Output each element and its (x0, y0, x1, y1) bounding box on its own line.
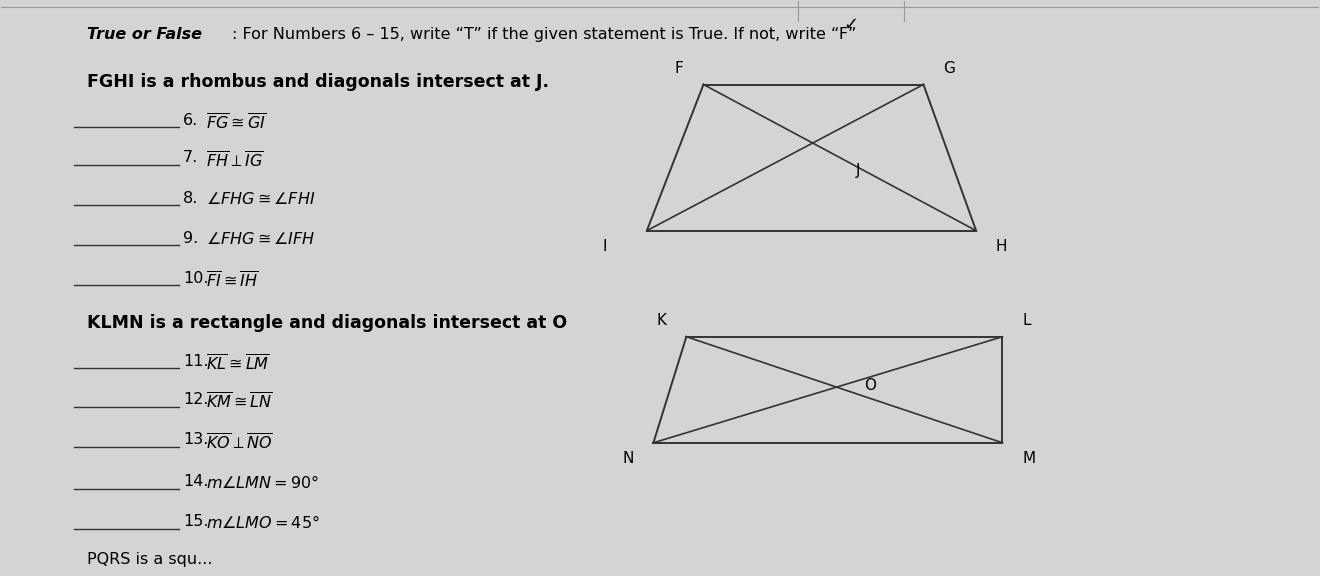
Text: K: K (656, 313, 667, 328)
Text: $\overline{FG} \cong \overline{GI}$: $\overline{FG} \cong \overline{GI}$ (206, 113, 265, 133)
Text: M: M (1022, 452, 1035, 467)
Text: $\overline{KM} \cong \overline{LN}$: $\overline{KM} \cong \overline{LN}$ (206, 392, 272, 412)
Text: H: H (995, 239, 1007, 254)
Text: KLMN is a rectangle and diagonals intersect at O: KLMN is a rectangle and diagonals inters… (87, 314, 568, 332)
Text: 8.: 8. (183, 191, 198, 206)
Text: N: N (622, 452, 634, 467)
Text: True or False: True or False (87, 27, 202, 42)
Text: 6.: 6. (183, 113, 198, 128)
Text: ✓: ✓ (843, 16, 858, 34)
Text: : For Numbers 6 – 15, write “T” if the given statement is True. If not, write “F: : For Numbers 6 – 15, write “T” if the g… (232, 27, 857, 42)
Text: 15.: 15. (183, 514, 209, 529)
Text: I: I (603, 239, 607, 254)
Text: 7.: 7. (183, 150, 198, 165)
Text: J: J (855, 164, 861, 179)
Text: $\overline{FI} \cong \overline{IH}$: $\overline{FI} \cong \overline{IH}$ (206, 271, 257, 291)
Text: FGHI is a rhombus and diagonals intersect at J.: FGHI is a rhombus and diagonals intersec… (87, 73, 549, 91)
Text: F: F (675, 61, 684, 76)
Text: $\angle FHG \cong \angle IFH$: $\angle FHG \cong \angle IFH$ (206, 230, 315, 247)
Text: G: G (944, 61, 956, 76)
Text: $\angle FHG \cong \angle FHI$: $\angle FHG \cong \angle FHI$ (206, 191, 315, 207)
Text: 14.: 14. (183, 474, 209, 489)
Text: $m\angle LMN = 90°$: $m\angle LMN = 90°$ (206, 474, 318, 491)
Text: O: O (865, 378, 876, 393)
Text: L: L (1022, 313, 1031, 328)
Text: 9.: 9. (183, 230, 198, 246)
Text: 11.: 11. (183, 354, 209, 369)
Text: $m\angle LMO = 45°$: $m\angle LMO = 45°$ (206, 514, 319, 532)
Text: PQRS is a squ...: PQRS is a squ... (87, 552, 213, 567)
Text: 13.: 13. (183, 433, 209, 448)
Text: 12.: 12. (183, 392, 209, 407)
Text: $\overline{KO} \perp \overline{NO}$: $\overline{KO} \perp \overline{NO}$ (206, 433, 272, 453)
Text: 10.: 10. (183, 271, 209, 286)
Text: $\overline{KL} \cong \overline{LM}$: $\overline{KL} \cong \overline{LM}$ (206, 354, 269, 374)
Text: $\overline{FH} \perp \overline{IG}$: $\overline{FH} \perp \overline{IG}$ (206, 150, 263, 170)
